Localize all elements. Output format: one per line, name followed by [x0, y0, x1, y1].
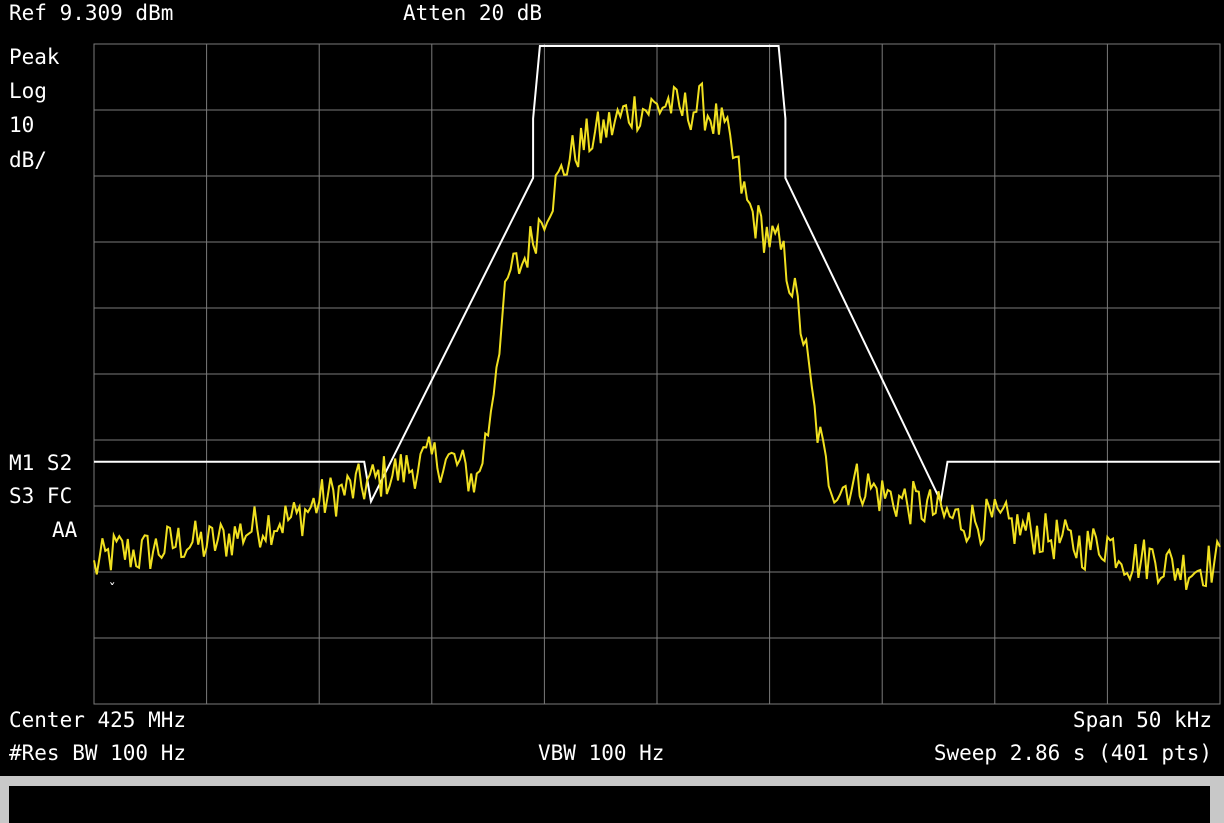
status-flags-line3: AA: [52, 518, 78, 542]
span-label: Span 50 kHz: [1072, 708, 1212, 732]
graticule-grid: [94, 44, 1220, 704]
status-flags-line2: S3 FC: [9, 484, 73, 508]
scale-value-label: 10: [9, 113, 35, 137]
limit-mask-line: [94, 45, 1220, 505]
scale-unit-label: dB/: [9, 148, 47, 172]
status-flags-line1: M1 S2: [9, 451, 73, 475]
detector-label: Peak: [9, 45, 60, 69]
sweep-time-label: Sweep 2.86 s (401 pts): [933, 741, 1212, 765]
measurement-trace: [93, 81, 1221, 591]
scale-type-label: Log: [9, 79, 47, 103]
ref-level-label: Ref 9.309 dBm: [9, 1, 174, 25]
resolution-bandwidth-label: #Res BW 100 Hz: [9, 741, 187, 765]
spectrum-analyzer-display: ˇ: [93, 43, 1221, 705]
video-bandwidth-label: VBW 100 Hz: [538, 741, 665, 765]
attenuation-label: Atten 20 dB: [403, 1, 543, 25]
center-frequency-label: Center 425 MHz: [9, 708, 187, 732]
message-area: [9, 786, 1210, 823]
marker-symbol: ˇ: [108, 582, 116, 598]
